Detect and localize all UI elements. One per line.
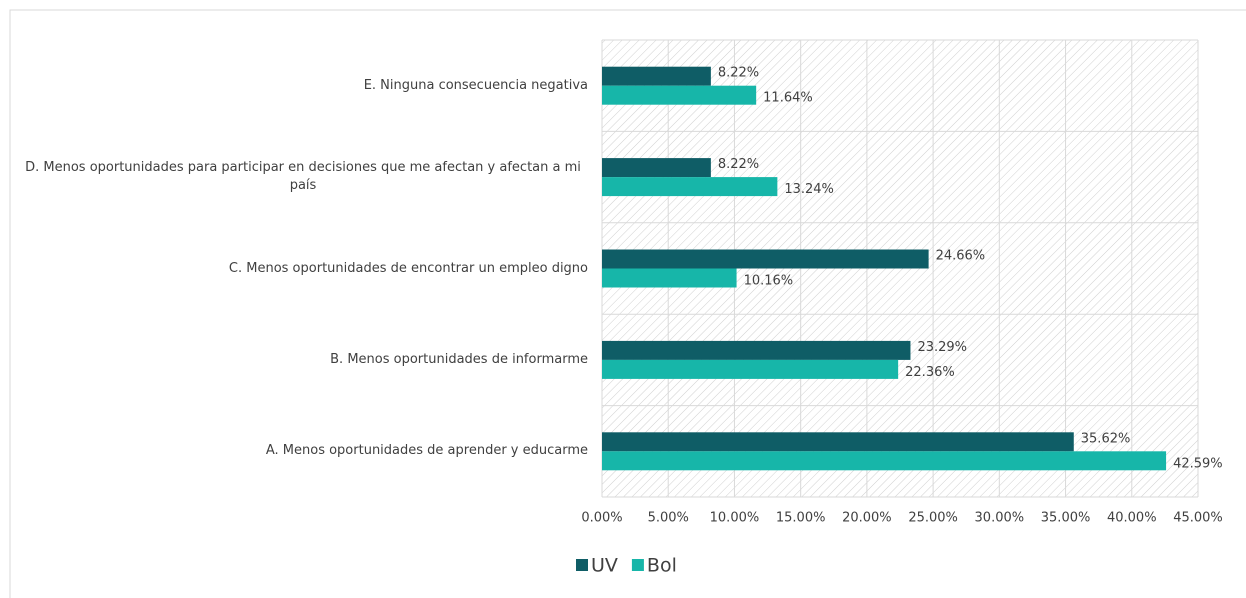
data-label: 10.16% xyxy=(744,274,794,289)
bar xyxy=(602,85,757,105)
x-tick-label: 30.00% xyxy=(975,511,1025,526)
data-label: 13.24% xyxy=(784,182,834,197)
data-label: 42.59% xyxy=(1173,456,1223,471)
x-tick-label: 15.00% xyxy=(776,511,826,526)
x-tick-label: 5.00% xyxy=(648,511,689,526)
x-tick-label: 35.00% xyxy=(1041,511,1091,526)
data-label: 8.22% xyxy=(718,157,759,172)
x-tick-label: 25.00% xyxy=(908,511,958,526)
data-label: 8.22% xyxy=(718,66,759,81)
y-tick-label: B. Menos oportunidades de informarme xyxy=(330,351,588,367)
legend-swatch xyxy=(631,559,644,571)
data-label: 11.64% xyxy=(763,91,813,106)
y-tick-label: C. Menos oportunidades de encontrar un e… xyxy=(228,260,588,276)
bar xyxy=(602,451,1167,471)
x-tick-label: 40.00% xyxy=(1107,511,1157,526)
y-tick-label: D. Menos oportunidades para participar e… xyxy=(25,160,581,194)
x-tick-label: 20.00% xyxy=(842,511,892,526)
legend-swatch xyxy=(576,559,588,571)
bar xyxy=(602,432,1074,452)
bar xyxy=(602,340,911,360)
bar xyxy=(602,177,778,197)
legend-label: UV xyxy=(591,555,618,577)
x-tick-label: 10.00% xyxy=(710,511,760,526)
data-label: 22.36% xyxy=(905,365,955,380)
x-tick-label: 45.00% xyxy=(1173,511,1223,526)
bar xyxy=(602,66,711,86)
bar xyxy=(602,158,711,178)
frame xyxy=(9,9,1246,598)
y-tick-label: A. Menos oportunidades de aprender y edu… xyxy=(265,443,588,459)
x-tick-label: 0.00% xyxy=(581,511,622,526)
data-label: 24.66% xyxy=(936,249,986,264)
data-label: 35.62% xyxy=(1081,431,1131,446)
legend-label: Bol xyxy=(647,555,677,577)
bar xyxy=(602,249,929,269)
data-label: 23.29% xyxy=(917,340,967,355)
bar xyxy=(602,359,899,379)
bar xyxy=(602,268,737,288)
y-tick-label: E. Ninguna consecuencia negativa xyxy=(363,77,588,93)
